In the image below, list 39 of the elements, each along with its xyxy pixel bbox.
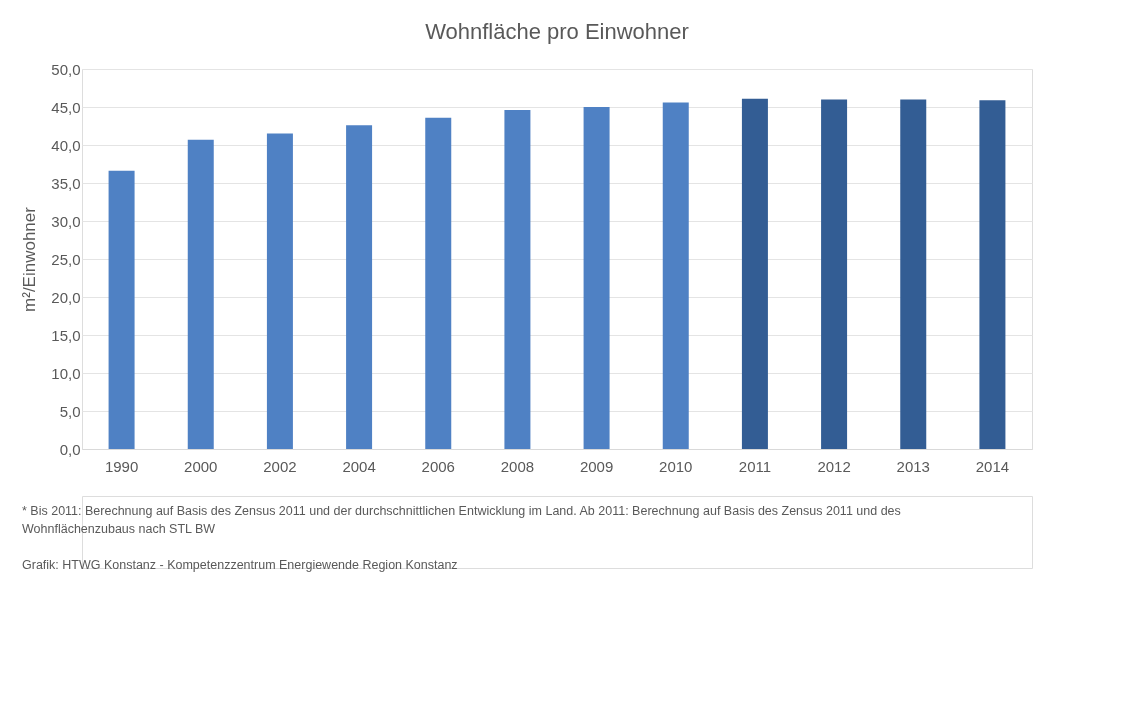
y-tick-label: 10,0	[51, 364, 81, 382]
bar	[583, 107, 610, 449]
x-tick-label: 2004	[342, 457, 376, 475]
bar	[900, 99, 927, 449]
y-tick-label: 50,0	[51, 60, 81, 78]
bar	[346, 125, 373, 449]
bar	[741, 98, 768, 449]
text: Grafik: HTWG Konstanz - Kompetenzzentrum Energiewende Region Konstanz	[22, 558, 458, 572]
y-tick-label: 25,0	[51, 250, 81, 268]
x-tick-label: 2010	[659, 457, 693, 475]
x-tick-label: 2006	[421, 457, 455, 475]
bar	[821, 99, 848, 449]
y-axis-title: m²/Einwohner	[20, 206, 40, 312]
x-tick-label: 2008	[500, 457, 535, 475]
y-tick-label: 15,0	[51, 326, 81, 344]
x-tick-label: 1990	[104, 457, 139, 475]
y-tick-label: 0,0	[59, 440, 81, 458]
x-tick-label: 2013	[896, 457, 930, 475]
x-tick-label: 2012	[817, 457, 851, 475]
y-tick-label: 30,0	[51, 212, 81, 230]
x-tick-label: 2009	[579, 457, 614, 475]
y-tick-label: 35,0	[51, 174, 81, 192]
bar	[662, 102, 689, 449]
y-tick-label: 20,0	[51, 288, 81, 306]
bar	[425, 117, 452, 449]
x-tick-label: 2014	[975, 457, 1010, 475]
bar	[187, 139, 214, 449]
text: * Bis 2011: Berechnung auf Basis des Zensus 2011 und der durchschnittlichen Entwicklung im Land. Ab 2011: Berechnung auf Basis des Zensus 2011 und des Wohnflächenzubaus nach STL BW	[22, 504, 901, 536]
bar	[108, 170, 135, 449]
bar	[266, 133, 293, 449]
bar	[504, 110, 531, 449]
y-tick-label: 40,0	[51, 136, 81, 154]
chart-title: Wohnfläche pro Einwohner	[425, 19, 689, 44]
x-tick-label: 2002	[263, 457, 297, 475]
y-tick-label: 45,0	[51, 98, 81, 116]
x-tick-label: 2011	[738, 457, 772, 475]
bar	[979, 100, 1006, 449]
y-tick-label: 5,0	[59, 402, 81, 420]
x-tick-label: 2000	[184, 457, 218, 475]
